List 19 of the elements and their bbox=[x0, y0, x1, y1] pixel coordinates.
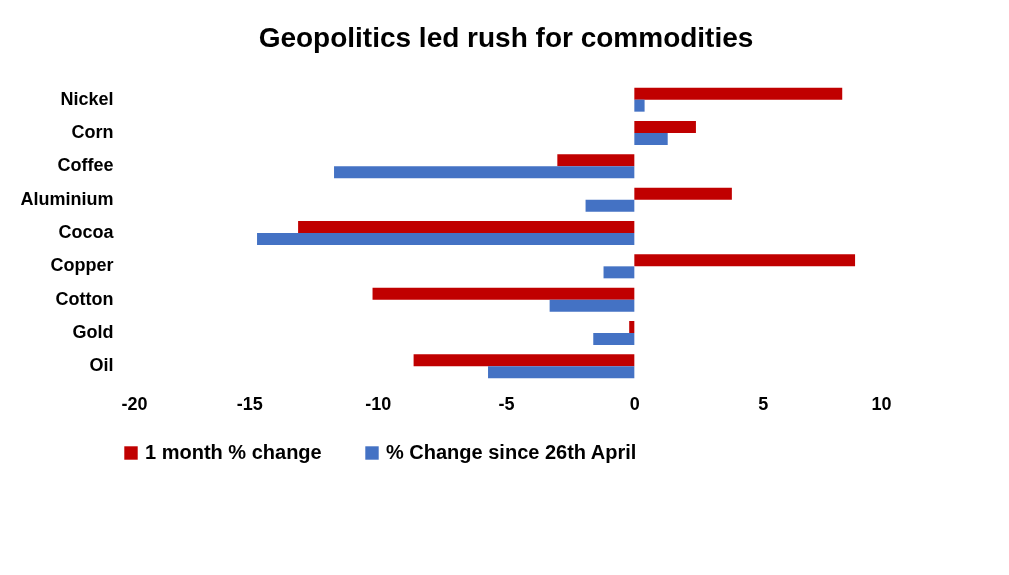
x-tick-label: -20 bbox=[121, 393, 148, 414]
x-tick-label: -10 bbox=[365, 393, 392, 414]
y-tick-label: Gold bbox=[72, 322, 114, 342]
x-tick-label: -5 bbox=[498, 393, 515, 414]
y-tick-label: Oil bbox=[89, 355, 114, 376]
x-tick-label: -15 bbox=[236, 393, 263, 414]
y-tick-label: Corn bbox=[71, 122, 114, 142]
y-tick-label: Aluminium bbox=[20, 188, 114, 209]
legend-label: % Change since 26th April bbox=[386, 441, 637, 463]
y-tick-label: Cocoa bbox=[58, 222, 115, 242]
legend-label: 1 month % change bbox=[145, 441, 322, 463]
y-tick-label: Cotton bbox=[55, 288, 114, 309]
chart-title: Geopolitics led rush for commodities bbox=[258, 22, 754, 53]
y-tick-label: Nickel bbox=[60, 88, 114, 109]
y-tick-label: Coffee bbox=[57, 155, 114, 176]
y-tick-label: Copper bbox=[50, 255, 114, 276]
x-tick-label: 0 bbox=[629, 393, 640, 414]
x-tick-label: 5 bbox=[758, 393, 769, 414]
x-tick-label: 10 bbox=[871, 393, 892, 414]
